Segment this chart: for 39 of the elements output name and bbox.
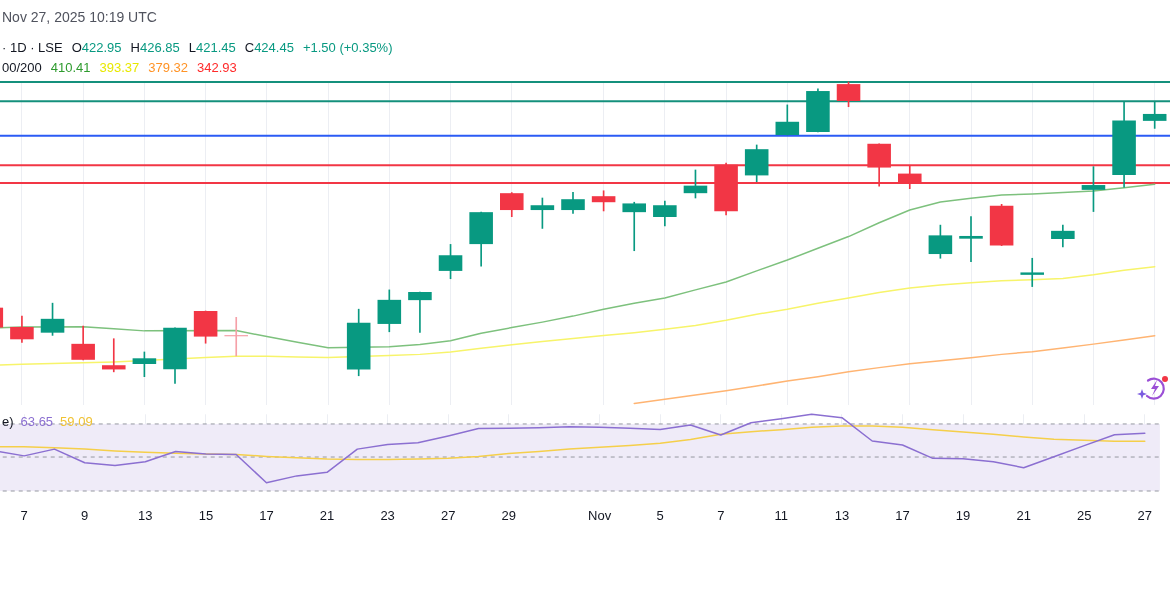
x-tick-label: 7 bbox=[717, 508, 725, 524]
text: 410.41 bbox=[50, 60, 91, 76]
text: 393.37 bbox=[99, 60, 140, 76]
text: C424.45 bbox=[244, 40, 294, 55]
text: 379.32 bbox=[148, 60, 189, 76]
annotation: e) bbox=[2, 414, 14, 430]
x-tick-label: 5 bbox=[656, 508, 664, 524]
text: L421.45 bbox=[188, 40, 236, 55]
x-tick-label: 13 bbox=[138, 508, 153, 524]
annotation: 59.09 bbox=[60, 414, 93, 430]
x-tick-label: 19 bbox=[955, 508, 971, 524]
x-tick-label: 27 bbox=[440, 508, 456, 524]
candlestick bbox=[1020, 257, 1045, 287]
annotation: 63.65 bbox=[20, 414, 54, 430]
x-tick-label: 17 bbox=[259, 508, 274, 524]
x-tick-label: 21 bbox=[1016, 508, 1031, 524]
x-tick-label: 15 bbox=[198, 508, 214, 524]
text: Nov 27, 2025 10:19 UTC bbox=[2, 9, 157, 25]
text: 342.93 bbox=[197, 60, 237, 76]
text: H426.85 bbox=[130, 40, 180, 55]
x-tick-label: Nov bbox=[588, 508, 612, 524]
candlestick bbox=[408, 291, 432, 333]
candlestick bbox=[959, 216, 983, 262]
candlestick bbox=[622, 201, 647, 252]
candlestick bbox=[101, 338, 126, 373]
x-tick-label: 25 bbox=[1077, 508, 1092, 524]
text: · 1D · LSE bbox=[2, 40, 63, 56]
x-tick-label: 29 bbox=[501, 508, 516, 524]
x-tick-label: 21 bbox=[319, 508, 335, 524]
x-tick-label: 11 bbox=[774, 508, 789, 524]
text: O422.95 bbox=[71, 40, 122, 55]
x-tick-label: 9 bbox=[81, 508, 89, 524]
x-tick-label: 7 bbox=[20, 508, 28, 524]
text: +1.50 (+0.35%) bbox=[302, 40, 393, 56]
x-tick-label: 27 bbox=[1137, 508, 1153, 524]
x-tick-label: 13 bbox=[834, 508, 850, 524]
x-tick-label: 23 bbox=[380, 508, 395, 524]
text: 00/200 bbox=[2, 60, 42, 76]
x-tick-label: 17 bbox=[895, 508, 910, 524]
